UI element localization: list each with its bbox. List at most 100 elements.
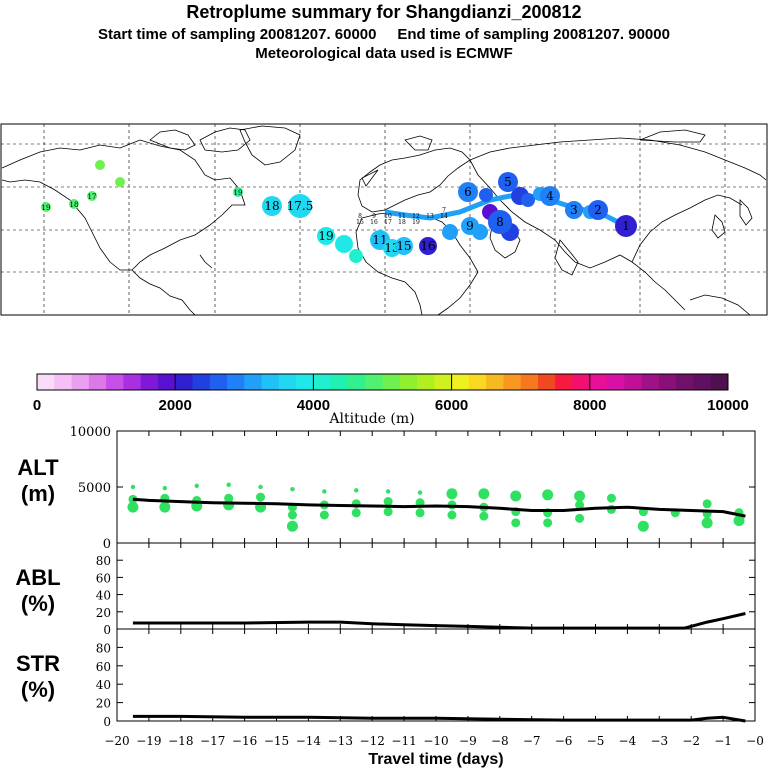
plume-cluster-label: 5	[504, 175, 512, 189]
colorbar-segment	[451, 374, 470, 390]
plume-day-label: 19	[412, 219, 420, 226]
plume-cluster-label: 15	[396, 239, 411, 253]
alt-cluster-point	[130, 484, 136, 490]
plume-cluster-marker	[395, 237, 413, 255]
plume-day-label: 14	[440, 213, 448, 220]
y-axis-label-line2: (%)	[21, 677, 55, 702]
plume-day-label: 16	[370, 219, 378, 226]
y-tick-label: 60	[96, 571, 111, 585]
colorbar-segment	[382, 374, 401, 390]
x-tick-label: −7	[523, 734, 541, 748]
alt-cluster-point	[637, 520, 649, 532]
plume-day-label: 7	[442, 207, 446, 214]
colorbar-tick-label: 10000	[707, 397, 749, 414]
plume-cluster-marker	[588, 200, 608, 220]
alt-cluster-point	[322, 489, 327, 494]
plume-cluster-label: 18	[264, 199, 279, 213]
altitude-colorbar: 0 2000 4000 6000 8000 10000 Altitude (m)	[33, 373, 749, 427]
colorbar-segment	[140, 374, 159, 390]
x-tick-label: −12	[360, 734, 385, 748]
alt-cluster-point	[286, 520, 298, 532]
colorbar-segment	[71, 374, 90, 390]
x-tick-label: −1	[714, 734, 732, 748]
plume-day-label: 11	[398, 213, 406, 220]
colorbar-segment	[157, 374, 176, 390]
plume-cluster-marker	[288, 194, 312, 218]
alt-cluster-point	[478, 488, 490, 500]
chart-frame	[116, 628, 756, 722]
y-tick-label: 80	[96, 554, 111, 568]
alt-cluster-point	[575, 500, 585, 510]
y-tick-label: 80	[96, 641, 111, 655]
far-field-cluster	[95, 160, 105, 170]
colorbar-segment	[589, 374, 608, 390]
y-tick-label: 20	[96, 697, 111, 711]
plume-cluster-marker	[461, 217, 479, 235]
x-tick-label: −13	[328, 734, 353, 748]
y-axis-label-line1: STR	[16, 651, 60, 676]
colorbar-tick-label: 6000	[435, 397, 468, 414]
colorbar-segment	[209, 374, 228, 390]
y-tick-label: 10000	[70, 425, 111, 440]
alt-cluster-point	[159, 501, 171, 513]
colorbar-tick-label: 0	[33, 397, 41, 414]
y-tick-label: 0	[103, 537, 111, 552]
page-title: Retroplume summary for Shangdianzi_20081…	[186, 2, 582, 22]
x-tick-label: −11	[391, 734, 416, 748]
far-field-cluster-label: 18	[70, 201, 79, 209]
alt-cluster-point	[575, 513, 585, 523]
plume-cluster-label: 19	[318, 229, 333, 243]
met-data-line: Meteorological data used is ECMWF	[255, 45, 513, 62]
chart-panel-alt: ALT(m) 0 5000 10000	[17, 425, 756, 552]
far-field-cluster-label: 19	[42, 204, 51, 212]
plume-cluster-label: 9	[466, 219, 474, 233]
far-field-cluster-label: 17	[88, 193, 97, 201]
plume-cluster-marker	[458, 182, 478, 202]
plume-cluster-marker	[498, 172, 518, 192]
plume-day-label: 9	[372, 213, 376, 220]
alt-cluster-point	[543, 518, 553, 528]
alt-cluster-point	[701, 517, 713, 529]
colorbar-segment	[555, 374, 573, 390]
x-tick-label: −8	[491, 734, 509, 748]
colorbar-segment	[227, 374, 245, 390]
alt-cluster-point	[256, 492, 266, 502]
alt-cluster-point	[479, 511, 489, 521]
colorbar-segment	[123, 374, 142, 390]
y-tick-label: 40	[96, 589, 111, 603]
colorbar-segment	[658, 374, 677, 390]
x-tick-label: −14	[296, 734, 322, 748]
chart-frame	[116, 430, 756, 544]
plume-cluster-marker	[317, 227, 335, 245]
x-tick-label: −2	[682, 734, 700, 748]
colorbar-segment	[365, 374, 383, 390]
plume-cluster-label: 6	[464, 185, 472, 199]
alt-cluster-point	[415, 508, 425, 518]
y-tick-label: 40	[96, 678, 111, 692]
plume-cluster-label: 17.5	[287, 199, 314, 213]
plume-day-label: 8	[358, 213, 362, 220]
x-tick-label: −20	[104, 734, 129, 748]
plume-day-label: 17	[384, 219, 392, 226]
alt-cluster-point	[383, 497, 393, 507]
plume-cluster-marker	[262, 196, 282, 216]
y-axis-label-line1: ABL	[15, 565, 60, 590]
colorbar-segment	[175, 374, 193, 390]
x-tick-label: −0	[746, 734, 764, 748]
alt-cluster-point	[385, 489, 391, 494]
plume-cluster-blob	[335, 235, 353, 253]
x-tick-label: −10	[423, 734, 448, 748]
colorbar-segment	[676, 374, 694, 390]
colorbar-segment	[54, 374, 72, 390]
colorbar-segment	[106, 374, 124, 390]
plume-cluster-blob	[349, 249, 363, 263]
map-frame	[0, 123, 768, 316]
colorbar-segment	[192, 374, 211, 390]
alt-cluster-point	[417, 490, 423, 495]
colorbar-segment	[693, 374, 712, 390]
plume-cluster-marker	[565, 201, 583, 219]
coastlines	[1, 125, 767, 316]
